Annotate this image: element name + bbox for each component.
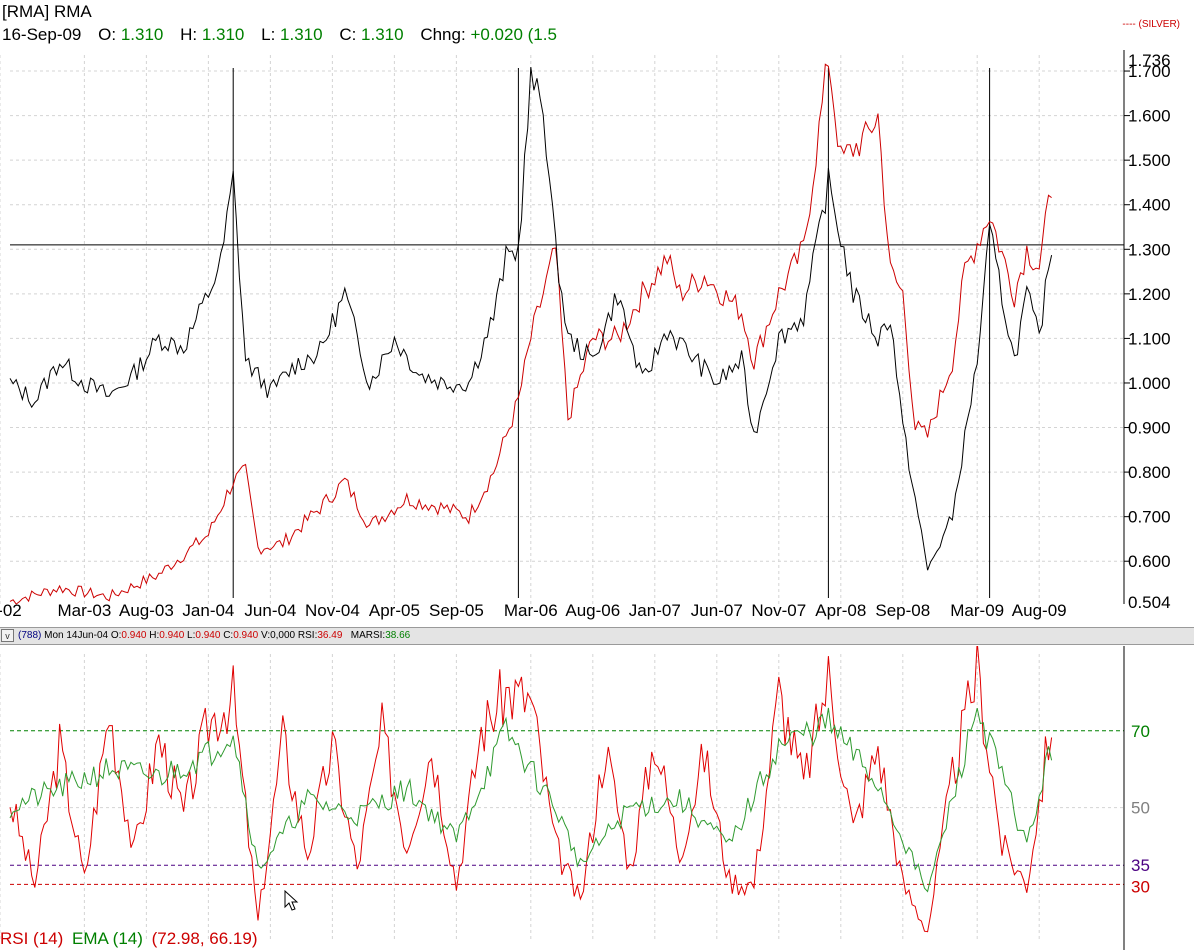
status-rsi-label: RSI: [297, 630, 318, 641]
high-value: 1.310 [201, 25, 245, 44]
x-tick-label: Jan-07 [629, 601, 681, 620]
status-h-value: 0.940 [159, 630, 185, 641]
x-tick-label: Nov-04 [305, 601, 360, 620]
change-value: +0.020 (1.5 [470, 25, 557, 44]
y-tick-label: 1.400 [1128, 196, 1171, 215]
x-tick-label: Aug-06 [565, 601, 620, 620]
chart-title: [RMA] RMA [2, 2, 92, 21]
y-tick-label: 1.600 [1128, 107, 1171, 126]
status-h-label: H: [149, 630, 160, 641]
price-series [9, 63, 1053, 605]
low-value: 1.310 [280, 25, 323, 44]
x-tick-label: Sep-05 [429, 601, 484, 620]
rsi-level-label: 30 [1131, 877, 1150, 896]
quote-date: 16-Sep-09 [2, 25, 82, 44]
y-max-label: 1.736 [1128, 51, 1171, 70]
rsi-axis: 70 50 35 30 [1123, 646, 1150, 950]
x-tick-label: Jun-04 [244, 601, 296, 620]
low-label: L: [261, 25, 276, 44]
quote-line: 16-Sep-09 O: 1.310 H: 1.310 L: 1.310 C: … [2, 25, 557, 45]
x-tick-label: Nov-07 [751, 601, 806, 620]
status-marsi-value: 38.66 [385, 630, 411, 641]
rsi-legend-ema: EMA (14) [72, 929, 143, 948]
rsi-legend-rsi: RSI (14) [0, 929, 64, 948]
close-value: 1.310 [361, 25, 404, 44]
status-l-label: L: [187, 630, 196, 641]
status-bar: v (788) Mon 14Jun-04 O:0.940 H:0.940 L:0… [0, 627, 1194, 645]
rsi-legend-values: (72.98, 66.19) [151, 929, 258, 948]
x-tick-label: Aug-03 [119, 601, 174, 620]
close-label: C: [339, 25, 357, 44]
status-readout: (788) Mon 14Jun-04 O:0.940 H:0.940 L:0.9… [18, 630, 410, 641]
status-c-label: C: [223, 630, 234, 641]
y-tick-label: 1.500 [1128, 151, 1171, 170]
status-o-label: O: [110, 630, 122, 641]
high-label: H: [180, 25, 198, 44]
y-tick-label: 1.100 [1128, 329, 1171, 348]
y-tick-label: 0.800 [1128, 463, 1171, 482]
status-bar-index: (788) [18, 630, 42, 641]
rsi-chart[interactable]: 70 50 35 30 [0, 646, 1194, 950]
rsi-level-label: 35 [1131, 856, 1150, 875]
status-marsi-label: MARSI: [350, 630, 386, 641]
status-v-label: V: [261, 630, 271, 641]
status-v-value: 0,000 [270, 630, 296, 641]
mouse-cursor-icon [284, 890, 299, 911]
x-tick-label: ep-02 [0, 601, 22, 620]
x-tick-label: Jan-04 [182, 601, 234, 620]
x-tick-label: Sep-08 [875, 601, 930, 620]
rsi-level-label: 50 [1131, 799, 1150, 818]
x-tick-label: Apr-08 [815, 601, 866, 620]
status-date: Mon 14Jun-04 [44, 630, 109, 641]
price-grid [0, 55, 1124, 604]
y-min-label: 0.504 [1128, 593, 1171, 612]
y-tick-label: 1.000 [1128, 374, 1171, 393]
open-value: 1.310 [120, 25, 164, 44]
status-c-value: 0.940 [233, 630, 259, 641]
price-axis: ep-02 Mar-03 Aug-03 Jan-04 Jun-04 Nov-04 Apr-0… [0, 50, 1171, 620]
x-tick-label: Apr-05 [369, 601, 420, 620]
rsi-grid [0, 654, 1040, 942]
y-tick-label: 1.200 [1128, 285, 1171, 304]
open-label: O: [98, 25, 117, 44]
rsi-level-lines [10, 730, 1124, 885]
price-chart[interactable]: ep-02 Mar-03 Aug-03 Jan-04 Jun-04 Nov-04 Apr-0… [0, 0, 1194, 627]
legend-silver: ---- (SILVER) [1122, 19, 1180, 30]
y-tick-label: 0.600 [1128, 552, 1171, 571]
rsi-legend: RSI (14) EMA (14) (72.98, 66.19) [0, 929, 257, 949]
x-tick-label: Jun-07 [691, 601, 743, 620]
collapse-toggle-button[interactable]: v [1, 629, 14, 642]
x-tick-label: Mar-06 [504, 601, 558, 620]
y-tick-label: 1.700 [1128, 62, 1171, 81]
y-tick-label: 1.300 [1128, 240, 1171, 259]
ema-series-line [9, 707, 1053, 893]
rma-series-line [9, 67, 1053, 571]
rsi-series-line [9, 646, 1053, 933]
status-o-value: 0.940 [121, 630, 147, 641]
status-rsi-value: 36.49 [317, 630, 343, 641]
y-tick-label: 0.700 [1128, 508, 1171, 527]
rsi-level-label: 70 [1131, 722, 1150, 741]
change-label: Chng: [420, 25, 466, 44]
x-tick-label: Mar-03 [57, 601, 111, 620]
x-tick-label: Mar-09 [950, 601, 1004, 620]
x-tick-label: Aug-09 [1012, 601, 1067, 620]
vertical-markers [10, 68, 1124, 598]
rsi-series [9, 646, 1053, 933]
y-tick-label: 0.900 [1128, 419, 1171, 438]
status-l-value: 0.940 [195, 630, 221, 641]
silver-series-line [9, 63, 1052, 605]
